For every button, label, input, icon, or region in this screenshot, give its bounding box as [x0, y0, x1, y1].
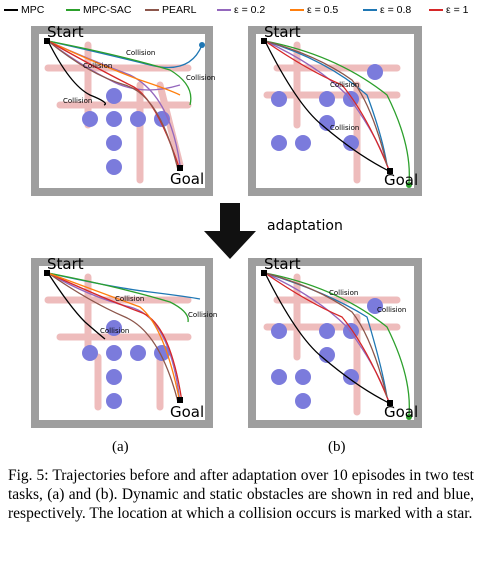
- legend-item: ε = 0.8: [363, 3, 411, 17]
- legend-label: ε = 0.5: [307, 4, 339, 16]
- legend: MPC MPC-SAC PEARL ε = 0.2 ε = 0.5 ε = 0.8 ε = …: [0, 0, 480, 22]
- start-label: Start: [264, 255, 301, 273]
- panel-a-after: Start Goal Collision Collision Collision: [30, 255, 218, 429]
- legend-label: ε = 0.2: [234, 4, 266, 16]
- goal-label: Goal: [170, 170, 205, 188]
- legend-swatch: [4, 9, 18, 11]
- adaptation-label: adaptation: [267, 218, 343, 234]
- adaptation-arrow: [190, 203, 390, 261]
- collision-label: Collision: [126, 49, 156, 57]
- collision-label: Collision: [100, 327, 130, 335]
- panel-a-after-plot: [31, 258, 213, 428]
- legend-swatch: [290, 9, 304, 11]
- legend-swatch: [145, 9, 159, 11]
- panel-b-after: Start Goal Collision Collision: [247, 257, 432, 429]
- start-label: Start: [47, 255, 84, 273]
- panel-b-before: Start Goal Collision Collision: [247, 25, 432, 197]
- collision-label: Collision: [188, 311, 218, 319]
- collision-label: Collision: [115, 295, 145, 303]
- legend-label: ε = 1: [446, 4, 469, 16]
- figure-caption: Fig. 5: Trajectories before and after ad…: [8, 467, 474, 522]
- collision-label: Collision: [377, 306, 407, 314]
- panel-b-before-plot: [248, 26, 422, 196]
- legend-item: MPC: [4, 3, 44, 17]
- down-arrow-icon: [204, 203, 256, 259]
- subfigure-b-label: (b): [328, 439, 346, 455]
- start-label: Start: [264, 23, 301, 41]
- collision-label: Collision: [186, 74, 216, 82]
- goal-label: Goal: [384, 403, 419, 421]
- legend-swatch: [429, 9, 443, 11]
- legend-swatch: [66, 9, 80, 11]
- legend-label: ε = 0.8: [380, 4, 412, 16]
- subfigure-a-label: (a): [112, 439, 129, 455]
- start-label: Start: [47, 23, 84, 41]
- panel-a-before-plot: [31, 26, 213, 196]
- goal-label: Goal: [170, 403, 205, 421]
- collision-label: Collision: [83, 62, 113, 70]
- collision-label: Collision: [330, 124, 360, 132]
- goal-label: Goal: [384, 171, 419, 189]
- panel-b-after-plot: [248, 258, 422, 428]
- legend-item: ε = 0.5: [290, 3, 338, 17]
- legend-item: ε = 1: [429, 3, 469, 17]
- collision-label: Collision: [63, 97, 93, 105]
- collision-label: Collision: [330, 81, 360, 89]
- collision-label: Collision: [329, 289, 359, 297]
- panel-a-before: Start Goal Collision Collision Collision…: [30, 25, 215, 197]
- legend-label: MPC: [21, 4, 45, 16]
- legend-label: PEARL: [162, 4, 197, 16]
- legend-swatch: [363, 9, 377, 11]
- legend-swatch: [217, 9, 231, 11]
- legend-label: MPC-SAC: [83, 4, 132, 16]
- legend-item: MPC-SAC: [66, 3, 131, 17]
- legend-item: PEARL: [145, 3, 196, 17]
- legend-item: ε = 0.2: [217, 3, 265, 17]
